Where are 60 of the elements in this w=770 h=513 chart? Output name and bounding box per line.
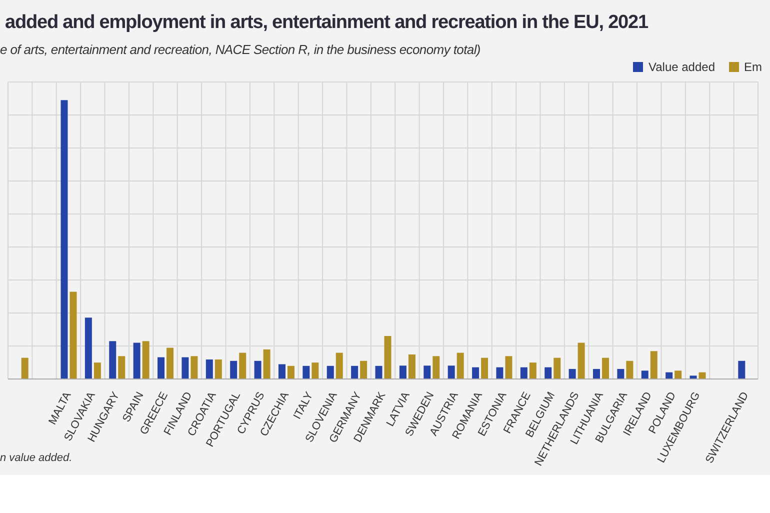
bar: [239, 352, 246, 379]
bar: [351, 366, 358, 379]
bar: [214, 359, 222, 379]
bar: [674, 370, 682, 379]
bar: [21, 358, 28, 379]
bar: [70, 292, 77, 379]
bar: [578, 342, 585, 379]
text: n value added.: [0, 452, 72, 464]
bar: [544, 367, 552, 379]
bar: [312, 362, 319, 379]
bar: [481, 358, 488, 379]
bar: [505, 356, 512, 379]
bar: [375, 366, 382, 379]
bar: [399, 366, 406, 379]
legend-label: Value added: [648, 60, 715, 74]
bar: [109, 341, 116, 379]
bar: [626, 360, 634, 379]
bar: [496, 367, 504, 379]
bar: [142, 341, 150, 379]
bar: [568, 368, 576, 379]
bar: [182, 357, 189, 379]
bar: [448, 366, 455, 379]
bar: [666, 372, 673, 379]
bar: [278, 364, 286, 379]
bar: [190, 356, 198, 379]
bar: [529, 362, 536, 379]
bar: [698, 372, 706, 379]
chart-subtitle: e of arts, entertainment and recreation, NACE Section R, in the business economy total): [0, 42, 480, 57]
bar: [166, 348, 174, 379]
bar: [94, 362, 101, 379]
bar: [230, 360, 238, 379]
bar: [738, 360, 746, 379]
bar: [472, 367, 480, 379]
bar: [263, 349, 270, 379]
bar: [384, 336, 392, 379]
legend-label: Em: [744, 60, 762, 74]
bar: [206, 359, 213, 379]
bar: [133, 342, 140, 379]
bar: [287, 366, 294, 379]
bar: [520, 367, 528, 379]
bar: [617, 368, 624, 379]
bar: [641, 370, 648, 379]
bar: [158, 357, 165, 379]
bar: [554, 358, 561, 379]
bar: [650, 351, 658, 379]
bar: [60, 100, 68, 379]
bar: [254, 360, 262, 379]
bar: [326, 366, 334, 379]
chart-title: added and employment in arts, entertainment and recreation in the EU, 2021: [5, 12, 648, 34]
bar: [118, 356, 126, 379]
bar: [302, 366, 310, 379]
bar: [602, 358, 609, 379]
bar: [336, 352, 343, 379]
bar: [593, 368, 600, 379]
bar: [424, 366, 431, 379]
bar: [456, 352, 464, 379]
bar: [432, 356, 440, 379]
bar: [84, 318, 92, 379]
bar: [408, 354, 416, 379]
bar: [360, 360, 368, 379]
